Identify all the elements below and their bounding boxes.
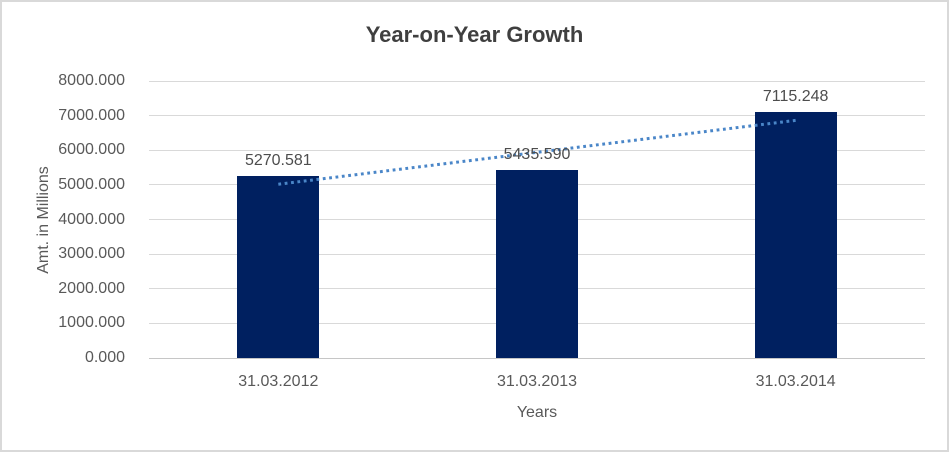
gridline [149,149,925,151]
bar [237,175,320,358]
bar [496,169,578,358]
x-tick-label: 31.03.2012 [238,373,319,390]
trendline [278,118,796,186]
y-tick-label: 4000.000 [58,210,125,228]
y-tick-label: 1000.000 [58,314,125,332]
y-tick-label: 8000.000 [58,72,125,89]
x-axis-title: Years [516,404,558,421]
chart-title: Year-on-Year Growth [365,22,584,47]
gridline [149,115,925,117]
gridline [149,80,925,82]
y-tick-label: 6000.000 [58,141,125,159]
y-tick-label: 2000.000 [58,279,125,297]
data-label: 5270.581 [244,151,312,169]
y-tick-label: 5000.000 [58,175,125,193]
x-tick-label: 31.03.2014 [755,373,836,390]
y-tick-label: 3000.000 [58,245,125,263]
data-label: 7115.248 [762,87,829,105]
x-axis-tick-labels: 31.03.2012 31.03.2013 31.03.2014 [149,373,925,393]
bar [754,111,837,358]
x-axis-line [149,357,925,359]
y-axis-tick-labels: 0.000 1000.000 2000.000 3000.000 4000.000 500… [2,72,137,366]
y-tick-label: 0.000 [84,349,125,366]
y-tick-label: 7000.000 [58,106,125,124]
x-tick-label: 31.03.2013 [496,373,578,390]
plot-area: 5270.581 5435.590 7115.248 [149,80,925,359]
data-label: 5435.590 [503,145,571,163]
